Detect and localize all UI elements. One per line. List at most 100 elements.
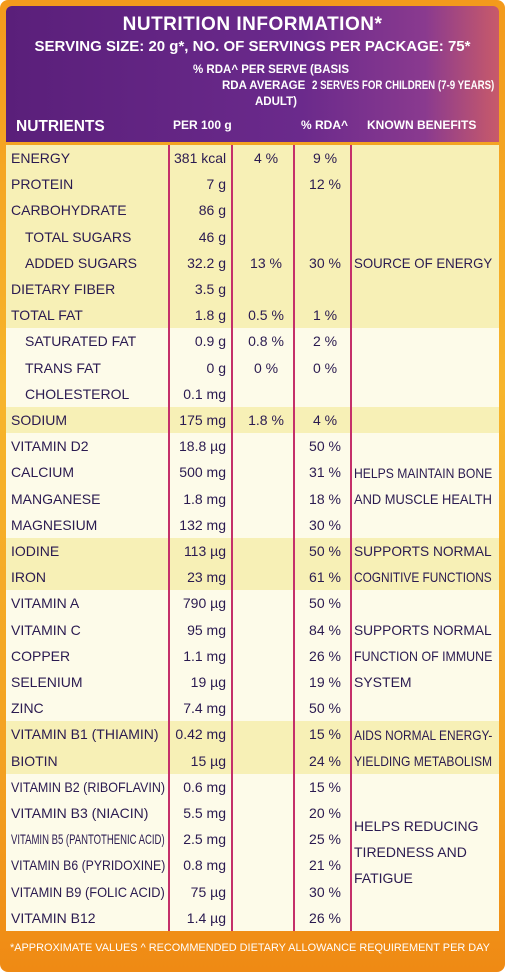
per100g-value: 2.5 mg bbox=[183, 831, 226, 848]
benefit-text: SOURCE OF ENERGY bbox=[354, 250, 500, 276]
benefit-line: SUPPORTS NORMAL bbox=[354, 621, 492, 638]
benefit-line: YIELDING METABOLISM bbox=[354, 752, 493, 769]
adult-column-header-line1: RDA AVERAGE bbox=[222, 80, 306, 92]
child-rda-value: 1 % bbox=[312, 307, 338, 324]
nutrient-name: VITAMIN D2 bbox=[11, 438, 89, 455]
benefit-line: FATIGUE bbox=[354, 870, 413, 887]
nutrient-name: SODIUM bbox=[11, 412, 67, 428]
child-rda-value: 31 % bbox=[309, 464, 341, 481]
nutrient-name: TRANS FAT bbox=[25, 359, 101, 376]
child-rda-value: 50 % bbox=[309, 438, 341, 455]
benefit-text: AIDS NORMAL ENERGY- YIELDING METABOLISM bbox=[354, 722, 505, 774]
table-row: VITAMIN C 95 mg 84 % bbox=[6, 617, 499, 643]
adult-column-header-line2: ADULT) bbox=[255, 96, 297, 108]
table-row: DIETARY FIBER 3.5 g bbox=[6, 276, 499, 302]
per100g-value: 0.1 mg bbox=[183, 385, 226, 402]
table-row: BIOTIN 15 µg 24 % bbox=[6, 748, 499, 774]
adult-rda-value: 1.8 % bbox=[248, 412, 284, 428]
per100g-value: 500 mg bbox=[179, 464, 226, 481]
row-shade bbox=[6, 328, 499, 355]
adult-rda-value: 0.8 % bbox=[248, 333, 284, 350]
nutrient-name: DIETARY FIBER bbox=[11, 281, 116, 297]
child-rda-value: 25 % bbox=[309, 831, 341, 848]
benefit-line: COGNITIVE FUNCTIONS bbox=[354, 569, 492, 586]
table-row: CHOLESTEROL 0.1 mg bbox=[6, 381, 499, 407]
nutrient-name: PROTEIN bbox=[11, 176, 74, 193]
per100g-value: 95 mg bbox=[187, 621, 226, 638]
per100g-value: 46 g bbox=[198, 228, 226, 245]
table-row: MANGANESE 1.8 mg 18 % bbox=[6, 486, 499, 512]
nutrient-name: MAGNESIUM bbox=[11, 516, 98, 533]
benefit-line: FUNCTION OF IMMUNE bbox=[354, 647, 493, 664]
nutrient-name: CHOLESTEROL bbox=[25, 385, 130, 402]
table-row: IODINE 113 µg 50 % bbox=[6, 538, 499, 564]
table-row: COPPER 1.1 mg 26 % bbox=[6, 643, 499, 669]
nutrient-name: VITAMIN C bbox=[11, 621, 81, 638]
per100g-value: 3.5 g bbox=[194, 281, 226, 297]
nutrient-name: VITAMIN B1 (THIAMIN) bbox=[11, 726, 159, 743]
row-shade bbox=[6, 354, 499, 381]
table-row: CARBOHYDRATE 86 g bbox=[6, 197, 499, 223]
child-rda-value: 15 % bbox=[309, 726, 341, 743]
table-row: VITAMIN B3 (NIACIN) 5.5 mg 20 % bbox=[6, 800, 499, 826]
nutrient-name: VITAMIN B5 (PANTOTHENIC ACID) bbox=[11, 831, 165, 848]
nutrient-name: TOTAL SUGARS bbox=[25, 228, 132, 245]
table-header-background bbox=[6, 6, 499, 142]
nutrient-name: BIOTIN bbox=[11, 752, 58, 769]
child-rda-value: 21 % bbox=[309, 857, 341, 874]
per100g-value: 15 µg bbox=[190, 752, 226, 769]
column-divider bbox=[293, 145, 295, 931]
rda-column-header: % RDA^ bbox=[301, 118, 349, 132]
per100g-value: 1.4 µg bbox=[186, 909, 226, 926]
per100g-value: 381 kcal bbox=[174, 150, 227, 166]
child-rda-value: 20 % bbox=[309, 805, 341, 821]
nutrient-name: COPPER bbox=[11, 647, 71, 664]
table-row: ZINC 7.4 mg 50 % bbox=[6, 695, 499, 721]
table-row: TRANS FAT 0 g 0 % 0 % bbox=[6, 355, 499, 381]
per100g-value: 0.9 g bbox=[194, 333, 226, 350]
nutrient-name: SELENIUM bbox=[11, 674, 83, 690]
child-rda-value: 30 % bbox=[309, 883, 341, 900]
table-row: VITAMIN B12 1.4 µg 26 % bbox=[6, 905, 499, 931]
table-row: IRON 23 mg 61 % bbox=[6, 564, 499, 590]
nutrient-name: SATURATED FAT bbox=[25, 333, 137, 350]
row-shade bbox=[6, 380, 499, 407]
child-rda-value: 19 % bbox=[309, 674, 341, 690]
child-rda-value: 50 % bbox=[309, 543, 341, 559]
per100g-value: 0.8 mg bbox=[183, 857, 226, 874]
child-rda-value: 24 % bbox=[309, 752, 341, 769]
nutrient-name: ENERGY bbox=[11, 150, 71, 166]
per100g-value: 32.2 g bbox=[187, 254, 226, 271]
per100g-value: 86 g bbox=[198, 202, 226, 219]
per100g-value: 790 µg bbox=[182, 595, 226, 612]
per100g-value: 5.5 mg bbox=[183, 805, 226, 821]
child-rda-value bbox=[292, 224, 358, 250]
per100g-value: 7.4 mg bbox=[183, 700, 226, 717]
per100g-value: 18.8 µg bbox=[179, 438, 226, 455]
nutrient-name: MANGANESE bbox=[11, 490, 101, 507]
per100g-value: 19 µg bbox=[190, 674, 226, 690]
adult-rda-value: 0.5 % bbox=[248, 307, 284, 324]
per100g-value: 175 mg bbox=[179, 412, 226, 428]
benefit-text: SUPPORTS NORMAL COGNITIVE FUNCTIONS bbox=[354, 538, 505, 590]
column-divider bbox=[350, 145, 352, 931]
table-row: VITAMIN B1 (THIAMIN) 0.42 mg 15 % bbox=[6, 721, 499, 747]
nutrients-column-header: NUTRIENTS bbox=[16, 118, 105, 135]
row-group-band bbox=[6, 773, 499, 931]
child-rda-value: 50 % bbox=[309, 595, 341, 612]
table-row: ENERGY 381 kcal 4 % 9 % bbox=[6, 145, 499, 171]
row-group-band bbox=[6, 538, 499, 591]
row-group-band bbox=[6, 590, 499, 722]
nutrient-name: CALCIUM bbox=[11, 464, 75, 481]
per100g-value: 75 µg bbox=[190, 883, 226, 900]
per100g-value: 1.8 mg bbox=[183, 490, 226, 507]
per100g-value: 0 g bbox=[206, 359, 226, 376]
child-rda-value: 4 % bbox=[312, 412, 338, 428]
nutrient-name: ADDED SUGARS bbox=[25, 254, 138, 271]
child-rda-value: 30 % bbox=[309, 254, 341, 271]
benefit-text: HELPS MAINTAIN BONE AND MUSCLE HEALTH bbox=[354, 460, 505, 512]
table-row: SELENIUM 19 µg 19 % bbox=[6, 669, 499, 695]
rda-basis-header: % RDA^ PER SERVE (BASIS bbox=[193, 64, 350, 76]
table-row: MAGNESIUM 132 mg 30 % bbox=[6, 512, 499, 538]
nutrition-table: ENERGY 381 kcal 4 % 9 % PROTEIN 7 g 12 % CARBOH… bbox=[6, 145, 499, 931]
